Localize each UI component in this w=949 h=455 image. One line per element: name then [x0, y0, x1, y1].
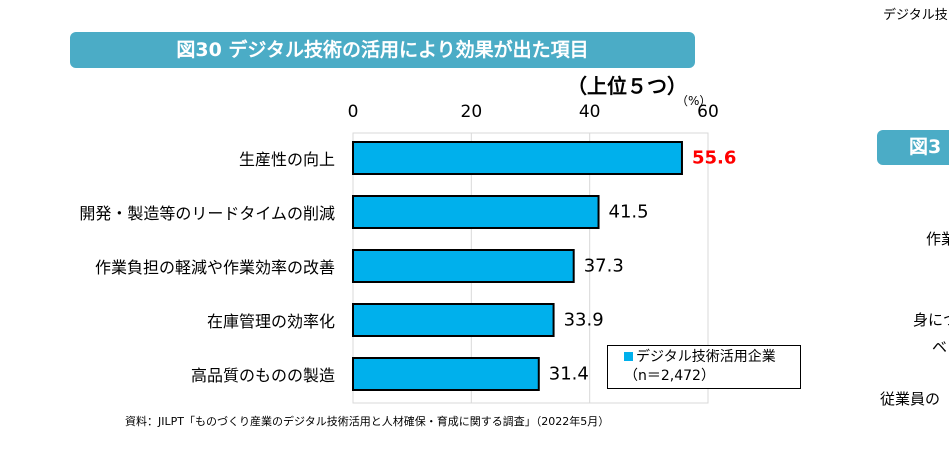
source-note: 資料：JILPT「ものづくり産業のデジタル技術活用と人材確保・育成に関する調査」…: [125, 415, 610, 428]
value-label: 55.6: [691, 147, 737, 169]
category-label: 作業負担の軽減や作業効率の改善: [94, 258, 335, 277]
category-label: 生産性の向上: [238, 150, 335, 169]
legend-swatch-icon: [624, 352, 633, 361]
side-text-2: 身につ: [913, 311, 949, 329]
category-label: 高品質のものの製造: [190, 366, 335, 385]
category-label: 開発・製造等のリードタイムの削減: [79, 204, 335, 223]
bar: [352, 303, 555, 337]
side-text-3: ベ: [932, 338, 948, 356]
x-tick-label: 0: [347, 102, 359, 122]
bar: [352, 249, 575, 283]
side-text-1: 作業: [926, 230, 949, 248]
value-label: 37.3: [583, 255, 624, 277]
x-tick-label: 20: [460, 102, 483, 122]
category-label: 在庫管理の効率化: [206, 312, 335, 331]
bar: [352, 141, 683, 175]
value-label: 31.4: [548, 363, 589, 385]
legend-n: （n＝2,472）: [624, 368, 715, 384]
side-text-4: 従業員の: [880, 390, 941, 408]
x-tick-label: 40: [578, 102, 601, 122]
unit-label: （%）: [676, 94, 712, 108]
legend-label: デジタル技術活用企業: [636, 349, 776, 365]
value-label: 33.9: [563, 309, 604, 331]
chart-subtitle: （上位５つ）: [567, 74, 687, 98]
bar: [352, 195, 600, 229]
x-tick-label: 60: [697, 102, 719, 122]
side-banner: 図3: [877, 130, 949, 165]
side-top-text: デジタル技: [883, 8, 948, 23]
bar: [352, 357, 540, 391]
value-label: 41.5: [608, 201, 649, 223]
chart-title-banner: 図30 デジタル技術の活用により効果が出た項目: [70, 32, 695, 68]
legend: デジタル技術活用企業 （n＝2,472）: [607, 345, 801, 389]
